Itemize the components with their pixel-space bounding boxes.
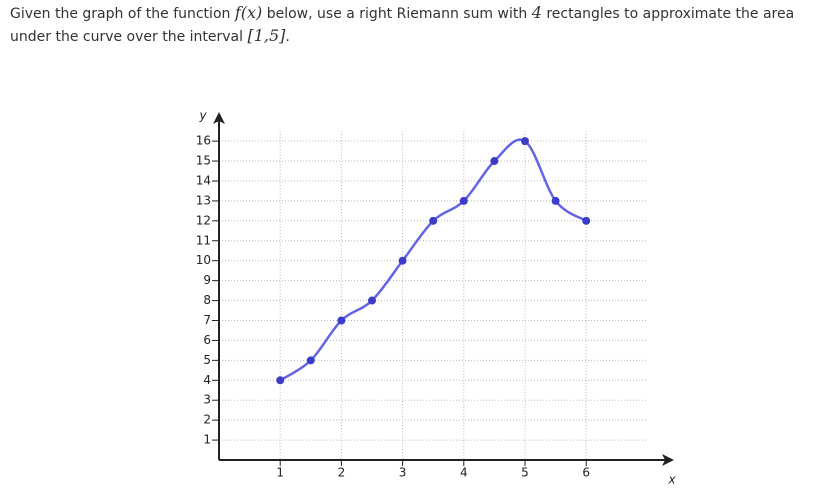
y-axis-arrow <box>213 112 225 124</box>
y-tick-label: 6 <box>203 333 211 347</box>
y-tick-label: 11 <box>196 233 211 247</box>
y-tick-label: 13 <box>196 193 211 207</box>
question-text: . <box>285 29 290 45</box>
x-tick-label: 2 <box>338 466 346 480</box>
x-axis-arrow <box>662 454 674 466</box>
math: [1,5] <box>247 26 286 45</box>
question-text: Given the graph of the function <box>10 6 235 22</box>
x-tick-label: 5 <box>521 466 529 480</box>
point <box>398 256 407 265</box>
point <box>306 356 315 365</box>
y-axis-label: y <box>198 109 207 123</box>
y-tick-label: 3 <box>203 393 211 407</box>
math: 4 <box>531 3 542 22</box>
y-tick-label: 10 <box>196 253 211 267</box>
y-tick-label: 12 <box>196 213 211 227</box>
y-tick-label: 9 <box>203 273 211 287</box>
x-tick-label: 3 <box>399 466 407 480</box>
point <box>521 137 529 146</box>
point <box>368 296 376 305</box>
y-tick-label: 2 <box>203 413 211 427</box>
question-text: below, use a right Riemann sum with <box>262 6 532 22</box>
y-tick-label: 1 <box>203 433 211 447</box>
x-axis-label: x <box>667 473 676 487</box>
x-tick-label: 1 <box>276 466 284 480</box>
point <box>276 376 285 385</box>
point <box>490 157 499 166</box>
x-tick-label: 4 <box>460 466 468 480</box>
point <box>459 196 468 205</box>
curve <box>279 138 587 382</box>
x-tick-label: 6 <box>582 466 590 480</box>
y-tick-label: 16 <box>196 134 211 148</box>
y-tick-label: 4 <box>203 373 211 387</box>
point <box>337 316 346 325</box>
y-tick-label: 5 <box>203 353 211 367</box>
y-tick-label: 8 <box>203 293 211 307</box>
y-tick-label: 7 <box>203 313 211 327</box>
y-tick-label: 14 <box>196 173 211 187</box>
y-tick-label: 15 <box>196 154 211 168</box>
question: Given the graph of the function f(x) bel… <box>10 2 834 48</box>
point <box>582 216 591 225</box>
question-text: rectangles to approximate the area under… <box>10 6 795 45</box>
math: f(x) <box>234 3 263 22</box>
point <box>429 216 438 225</box>
point <box>551 196 560 205</box>
